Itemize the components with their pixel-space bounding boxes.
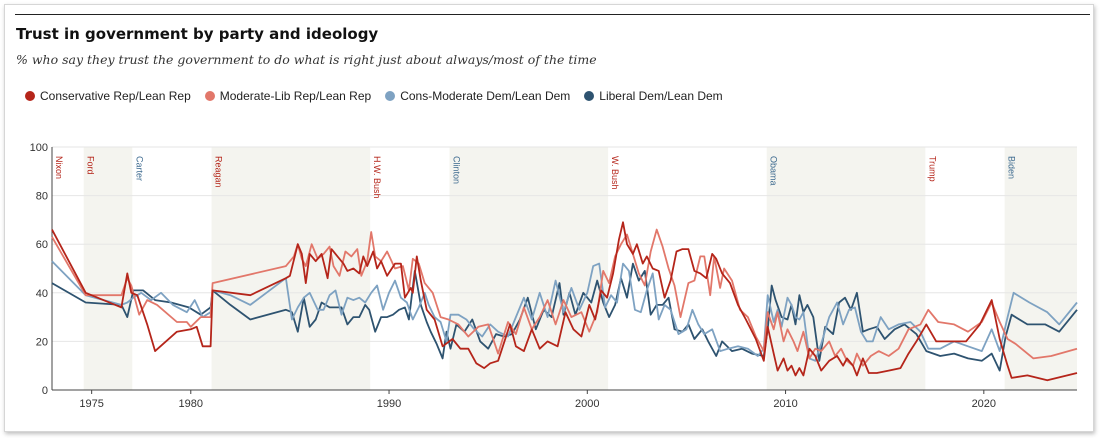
chart-subtitle: % who say they trust the government to d…	[16, 52, 597, 67]
y-tick-label: 60	[36, 239, 48, 251]
legend-item-liberal-dem[interactable]: Liberal Dem/Lean Dem	[584, 89, 723, 103]
series-line-conservative-rep-lean-rep	[51, 221, 1078, 382]
presidency-band	[766, 147, 926, 390]
series-line-liberal-dem-lean-dem	[51, 262, 1078, 372]
legend-swatch	[385, 91, 396, 101]
y-tick-label: 80	[36, 191, 48, 203]
y-tick-label: 40	[36, 288, 48, 300]
x-tick-label: 2020	[972, 398, 996, 410]
legend-label: Liberal Dem/Lean Dem	[599, 89, 723, 103]
y-tick-label: 100	[30, 142, 48, 154]
legend-swatch	[584, 91, 595, 101]
chart-title: Trust in government by party and ideolog…	[16, 25, 379, 43]
legend-item-cons-moderate-dem[interactable]: Cons-Moderate Dem/Lean Dem	[385, 89, 570, 103]
presidency-label: Biden	[1007, 156, 1017, 179]
top-rule	[15, 14, 1090, 15]
x-tick-label: 2000	[575, 398, 599, 410]
x-tick-label: 1990	[377, 398, 401, 410]
legend-swatch	[204, 91, 215, 101]
presidency-label: Trump	[927, 156, 937, 182]
y-tick-label: 20	[36, 336, 48, 348]
legend-item-conservative-rep[interactable]: Conservative Rep/Lean Rep	[25, 89, 191, 103]
presidency-label: Obama	[769, 156, 779, 186]
presidency-label: Clinton	[452, 156, 462, 184]
x-tick-label: 1980	[179, 398, 203, 410]
legend-item-moderate-lib-rep[interactable]: Moderate-Lib Rep/Lean Rep	[204, 89, 372, 103]
legend: Conservative Rep/Lean Rep Moderate-Lib R…	[25, 88, 737, 104]
legend-label: Cons-Moderate Dem/Lean Dem	[400, 89, 571, 103]
legend-label: Conservative Rep/Lean Rep	[40, 89, 191, 103]
presidency-band	[449, 147, 609, 390]
presidency-label: Reagan	[214, 156, 224, 188]
presidency-band	[1004, 147, 1077, 390]
y-tick-label: 0	[42, 385, 48, 397]
x-tick-label: 2010	[773, 398, 797, 410]
presidency-label: Carter	[134, 156, 144, 181]
presidency-label: H.W. Bush	[372, 156, 382, 199]
legend-label: Moderate-Lib Rep/Lean Rep	[219, 89, 372, 103]
presidency-label: Ford	[86, 156, 96, 175]
x-tick-label: 1975	[79, 398, 103, 410]
presidency-label: Nixon	[54, 156, 64, 179]
legend-swatch	[25, 91, 35, 101]
presidency-band	[83, 147, 133, 390]
series-line-cons-moderate-dem-lean-dem	[51, 260, 1078, 362]
presidency-label: W. Bush	[610, 156, 620, 190]
